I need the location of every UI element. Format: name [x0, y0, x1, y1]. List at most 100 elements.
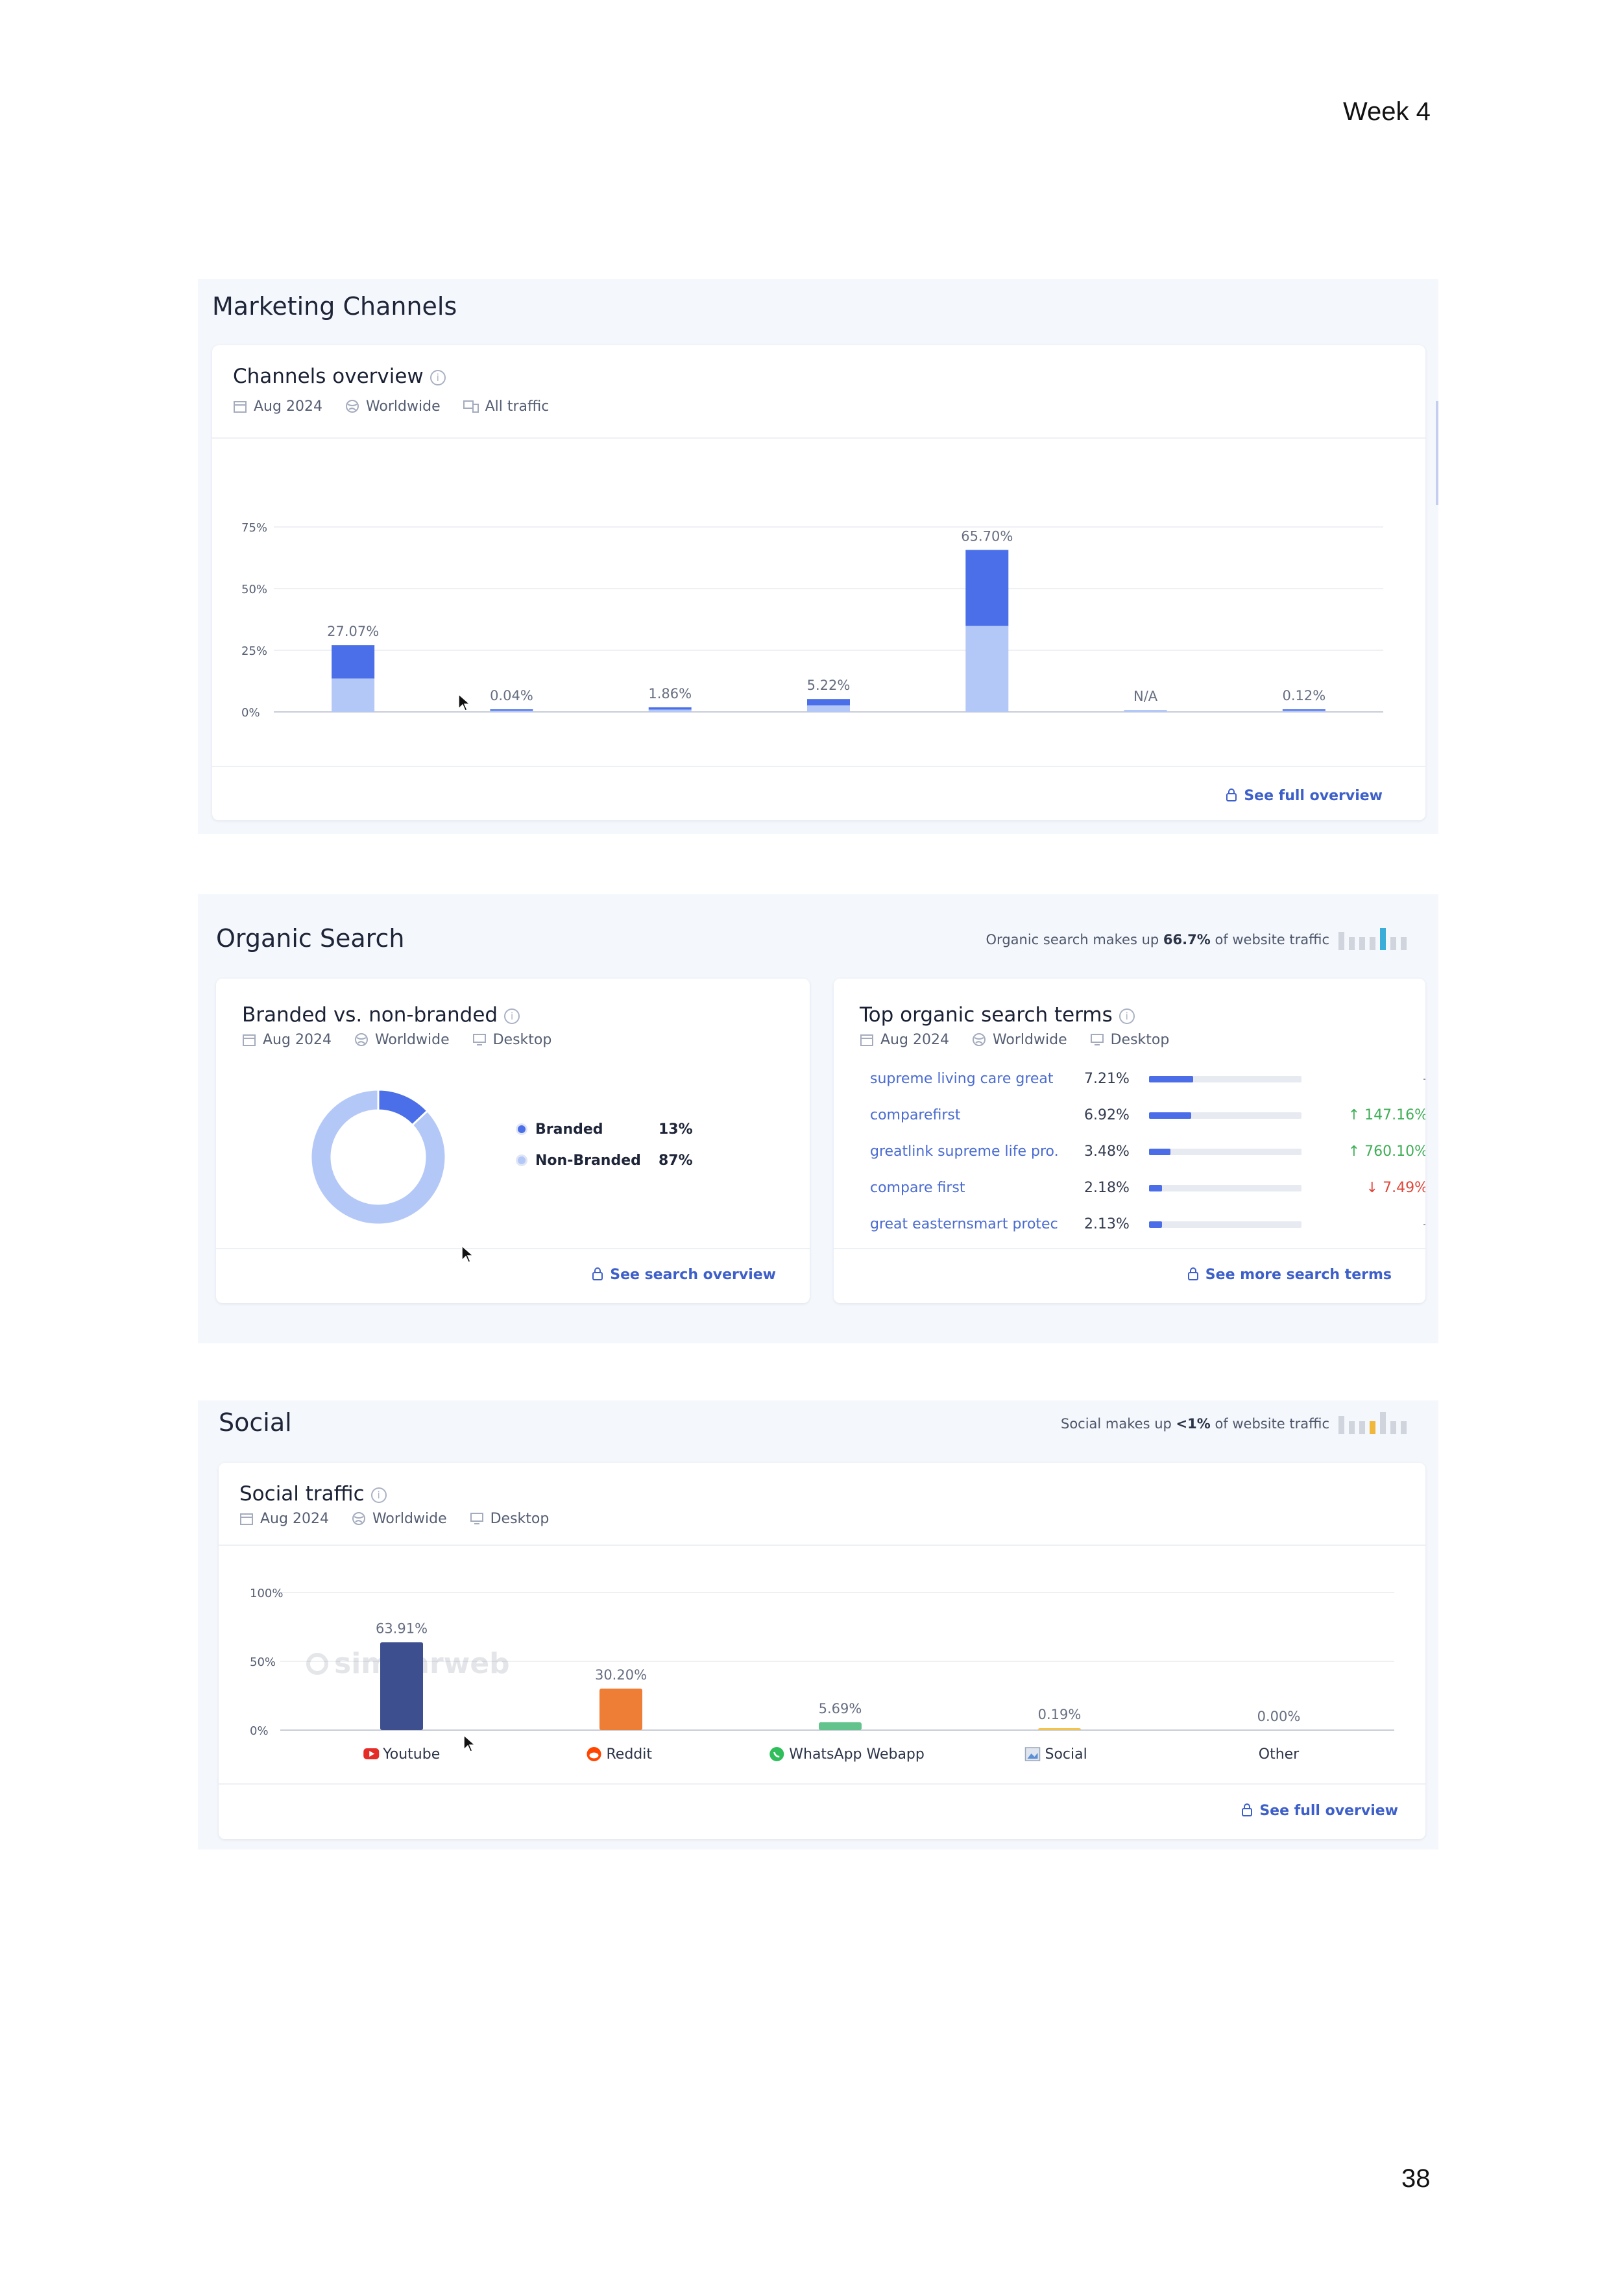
globe-icon [345, 400, 359, 413]
bar-reddit[interactable] [599, 1688, 642, 1730]
data-label: N/A [1133, 689, 1158, 704]
donut-slice-non-branded[interactable] [309, 1088, 447, 1226]
x-tick-label[interactable]: Social [807, 727, 849, 728]
link-label: See search overview [610, 1267, 776, 1283]
search-term-link[interactable]: great easternsmart protec... [870, 1216, 1058, 1232]
terms-meta: Aug 2024 Worldwide Desktop [860, 1032, 1187, 1048]
branded-donut-chart [309, 1088, 447, 1226]
card-divider [216, 1248, 810, 1249]
y-tick-label: 25% [241, 644, 267, 658]
see-more-search-terms-link[interactable]: See more search terms [1187, 1267, 1392, 1283]
bar-email-lower[interactable] [490, 711, 533, 712]
lock-icon [1226, 788, 1237, 801]
x-tick-label: WhatsApp Webapp [789, 1746, 925, 1763]
search-term-change: ↑ 760.10% [1348, 1143, 1425, 1160]
search-term-row[interactable]: comparefirst 6.92% ↑ 147.16% [870, 1107, 1425, 1140]
lock-icon [1187, 1267, 1198, 1280]
desktop-icon [470, 1513, 483, 1524]
social-panel: Social Social makes up <1% of website tr… [198, 1400, 1438, 1850]
x-tick-label[interactable]: Organic search [933, 727, 1041, 728]
desktop-icon [1090, 1034, 1104, 1045]
search-term-bar-fill [1149, 1112, 1192, 1119]
bar-youtube[interactable] [380, 1642, 423, 1730]
terms-title-text: Top organic search terms [860, 1003, 1113, 1027]
whatsapp-icon [769, 1747, 784, 1761]
x-tick-label[interactable]: Referrals [638, 727, 702, 728]
meta-region: Worldwide [374, 1032, 450, 1048]
bar-whatsapp-webapp[interactable] [819, 1722, 862, 1730]
x-tick-label[interactable]: Paid search [1105, 727, 1187, 728]
x-tick-label: Direct [332, 727, 374, 728]
meta-traffic: All traffic [485, 398, 550, 415]
meta-region: Worldwide [372, 1511, 447, 1527]
channels-title-text: Channels overview [233, 365, 424, 388]
info-icon[interactable]: i [430, 369, 446, 385]
traffic-share-mini-chart [1338, 928, 1407, 950]
organic-traffic-note: Organic search makes up 66.7% of website… [986, 932, 1329, 947]
section-title-social: Social [219, 1408, 292, 1437]
section-title-organic: Organic Search [216, 924, 405, 953]
x-tick-label: Reddit [607, 1746, 653, 1763]
search-term-link[interactable]: compare first [870, 1180, 965, 1196]
see-full-overview-link[interactable]: See full overview [1226, 788, 1383, 804]
organic-search-panel: Organic Search Organic search makes up 6… [198, 894, 1438, 1343]
bar-social-lower[interactable] [807, 705, 850, 712]
legend-label: Branded [535, 1121, 603, 1138]
search-term-share: 2.18% [1084, 1180, 1130, 1196]
data-label: 0.19% [1038, 1707, 1082, 1722]
card-divider [212, 437, 1425, 439]
social-title-text: Social traffic [239, 1482, 365, 1506]
info-icon[interactable]: i [370, 1487, 387, 1503]
bar-referrals-upper[interactable] [648, 707, 692, 710]
bar-display-ads-lower[interactable] [1282, 711, 1325, 712]
search-term-row[interactable]: compare first 2.18% ↓ 7.49% [870, 1180, 1425, 1212]
page-header-week: Week 4 [1343, 97, 1431, 126]
lock-icon [592, 1267, 603, 1280]
bar-social[interactable] [1038, 1728, 1081, 1730]
search-term-link[interactable]: supreme living care great ... [870, 1071, 1058, 1087]
search-term-row[interactable]: greatlink supreme life pro... 3.48% ↑ 760.… [870, 1143, 1425, 1176]
search-term-row[interactable]: great easternsmart protec... 2.13% - [870, 1216, 1425, 1249]
bar-direct-lower[interactable] [332, 678, 375, 712]
link-label: See full overview [1259, 1803, 1398, 1819]
meta-device: Desktop [490, 1511, 550, 1527]
y-tick-label: 100% [250, 1587, 283, 1600]
calendar-icon [240, 1513, 253, 1525]
bar-direct-upper[interactable] [332, 645, 375, 679]
calendar-icon [860, 1034, 873, 1046]
search-term-link[interactable]: comparefirst [870, 1107, 961, 1123]
x-tick-label[interactable]: Display ads [1263, 727, 1345, 728]
data-label: 0.04% [490, 688, 533, 703]
meta-date: Aug 2024 [260, 1511, 329, 1527]
card-divider [834, 1248, 1425, 1249]
see-full-overview-link[interactable]: See full overview [1241, 1803, 1398, 1819]
bar-organic-search-upper[interactable] [965, 550, 1009, 626]
meta-region: Worldwide [992, 1032, 1067, 1048]
data-label: 63.91% [376, 1621, 428, 1637]
see-search-overview-link[interactable]: See search overview [592, 1267, 776, 1283]
bar-organic-search-lower[interactable] [965, 626, 1009, 712]
calendar-icon [234, 401, 247, 413]
traffic-devices-icon [463, 400, 479, 413]
search-term-link[interactable]: greatlink supreme life pro... [870, 1143, 1058, 1160]
mouse-cursor-icon [463, 1734, 476, 1752]
desktop-icon [472, 1034, 486, 1045]
info-icon[interactable]: i [1119, 1008, 1135, 1024]
bar-referrals-lower[interactable] [648, 709, 692, 712]
search-term-change: - [1423, 1071, 1425, 1087]
bar-na [1124, 710, 1167, 712]
y-tick-label: 50% [250, 1655, 276, 1669]
bar-social-upper[interactable] [807, 699, 850, 706]
youtube-icon [363, 1748, 380, 1759]
bar-display-ads-upper[interactable] [1282, 709, 1325, 711]
bar-email-upper[interactable] [490, 709, 533, 711]
data-label: 0.12% [1282, 688, 1325, 703]
search-term-change: ↓ 7.49% [1366, 1180, 1425, 1196]
globe-icon [354, 1033, 368, 1046]
meta-device: Desktop [1110, 1032, 1170, 1048]
link-label: See full overview [1244, 788, 1383, 804]
info-icon[interactable]: i [504, 1008, 520, 1024]
social-traffic-card: Social traffic i Aug 2024 Worldwide Deskt… [219, 1463, 1425, 1839]
meta-date: Aug 2024 [263, 1032, 332, 1048]
search-term-row[interactable]: supreme living care great ... 7.21% - [870, 1071, 1425, 1103]
